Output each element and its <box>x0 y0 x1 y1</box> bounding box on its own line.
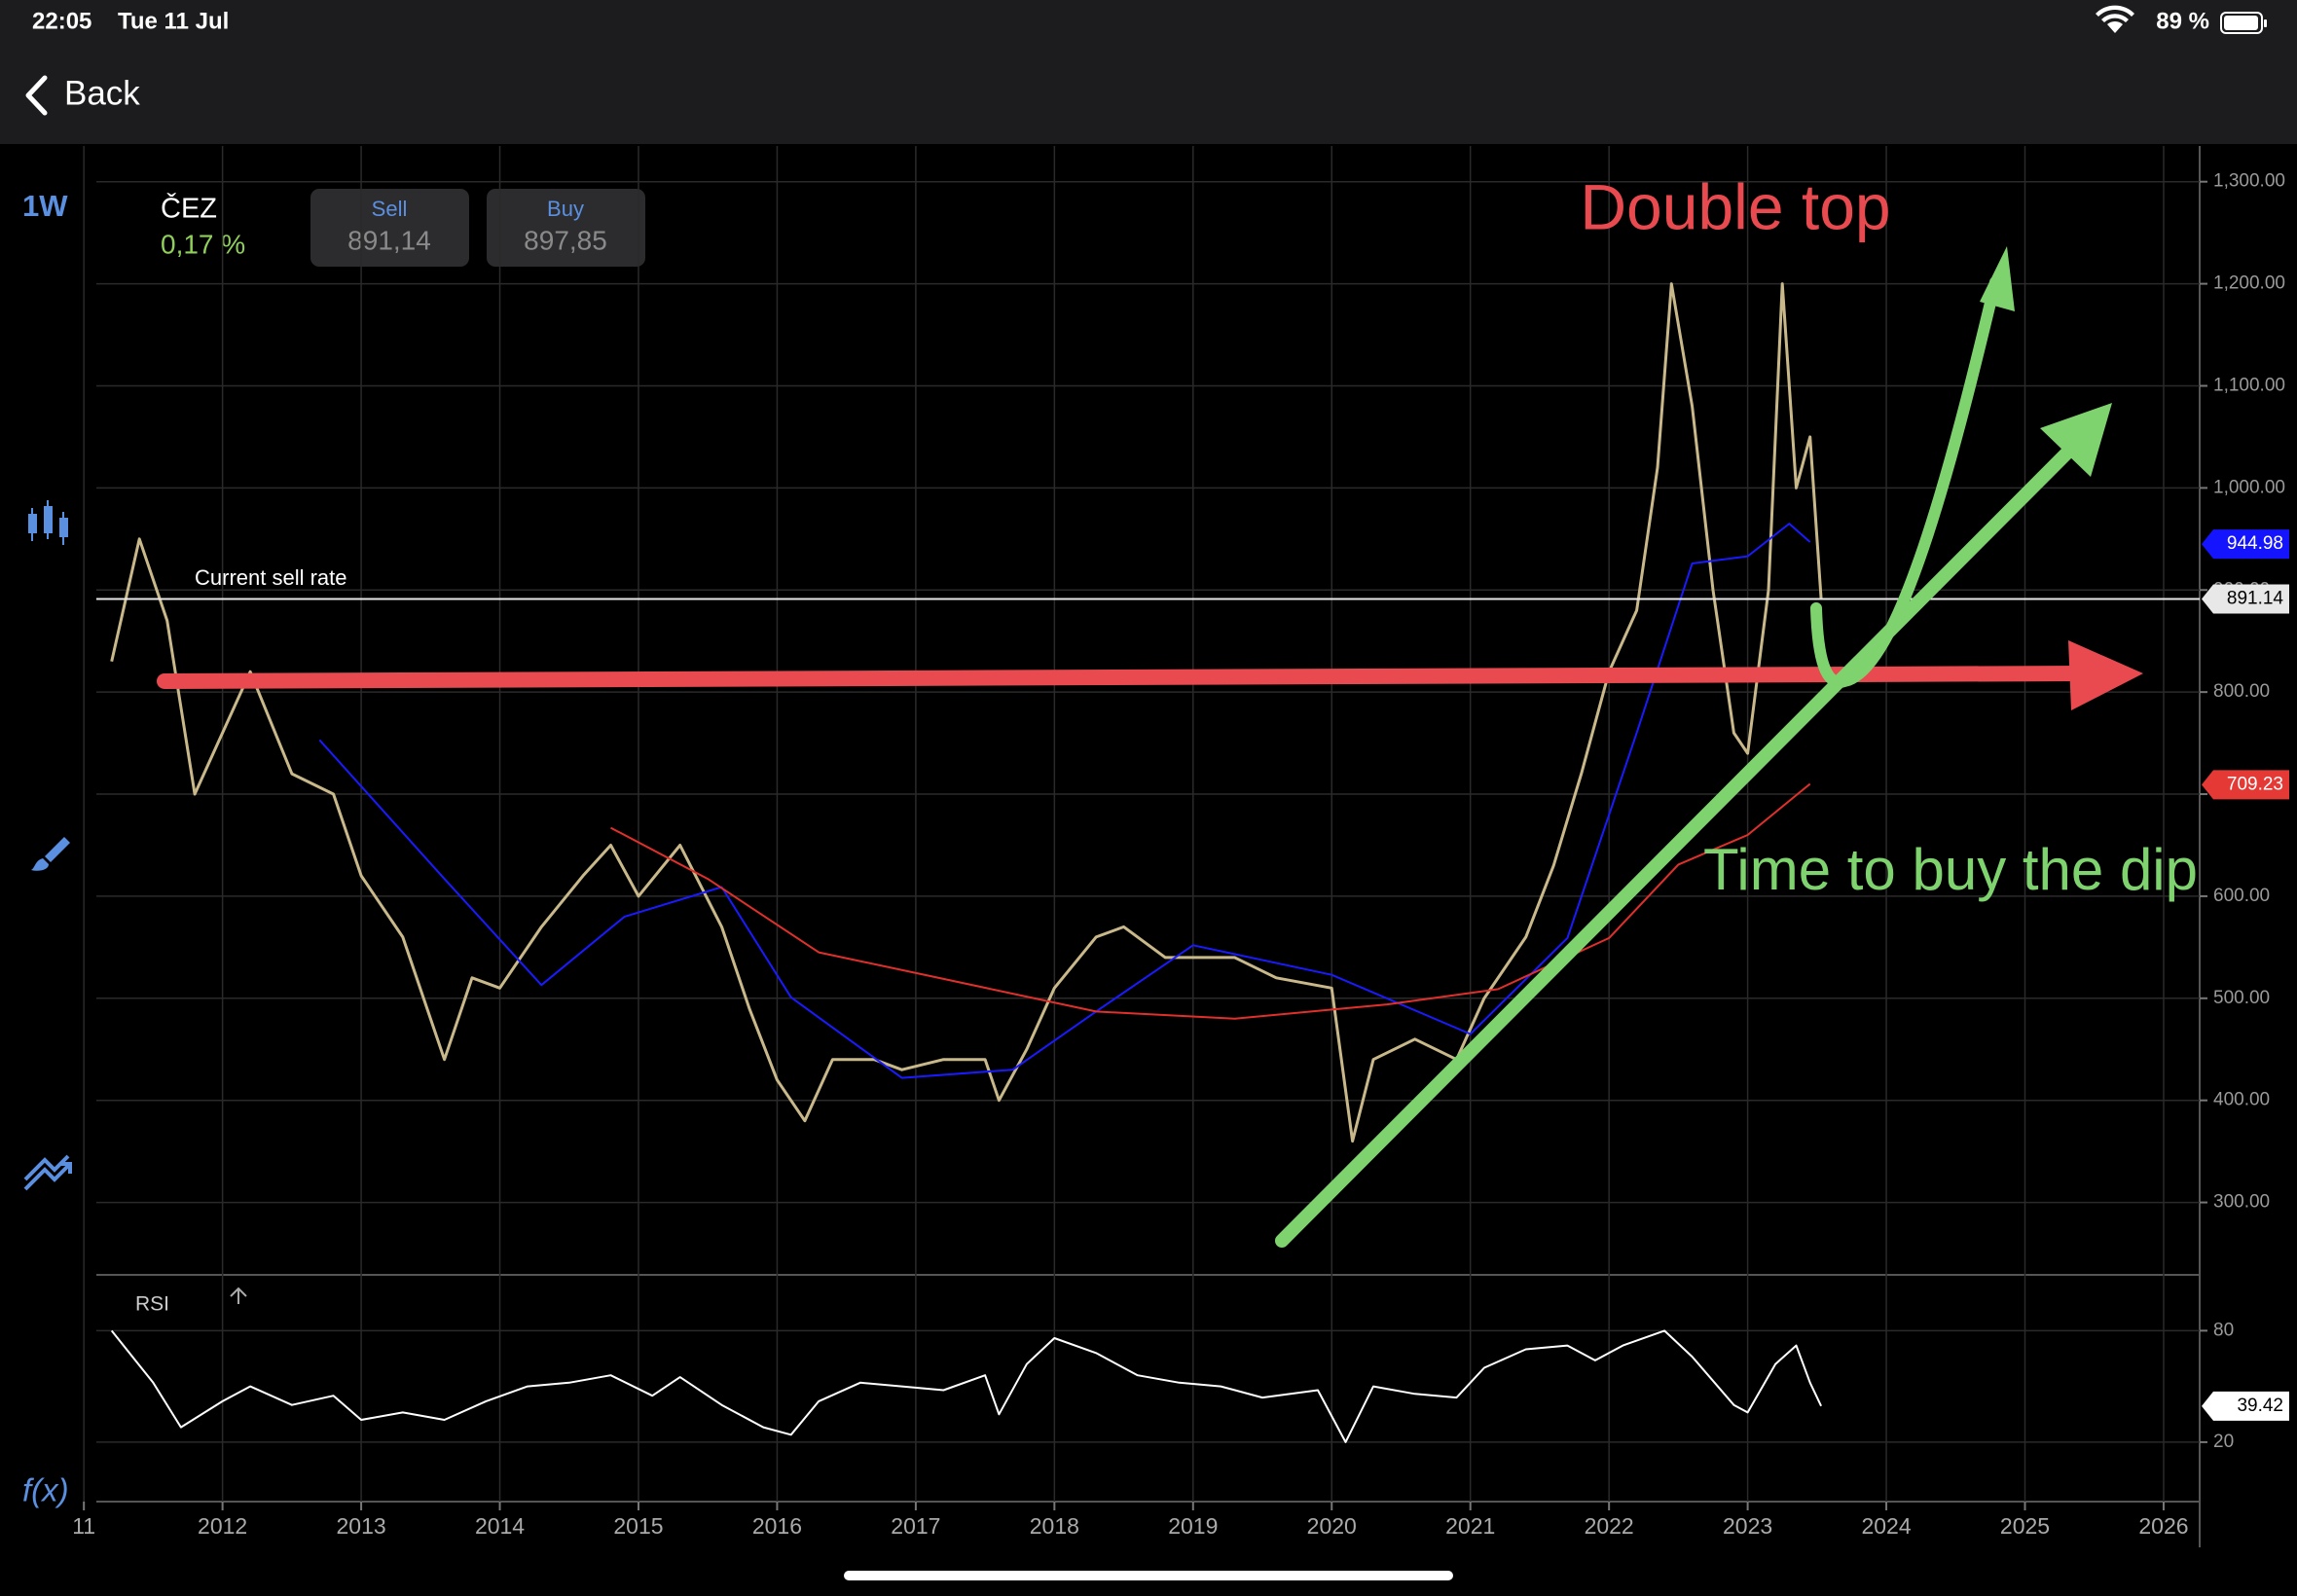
support-arrow <box>157 666 2091 689</box>
series-line <box>610 782 1811 1020</box>
buy-label[interactable]: Buy <box>547 197 584 221</box>
price-tag-label: 709.23 <box>2227 774 2283 794</box>
price-tag <box>2202 770 2289 800</box>
x-tick-label: 2017 <box>891 1513 940 1539</box>
x-tick-label: 2021 <box>1445 1513 1495 1539</box>
back-label[interactable]: Back <box>64 74 140 112</box>
buy-button[interactable]: Buy 897,85 <box>487 189 645 267</box>
y-tick-label: 500.00 <box>2213 988 2270 1008</box>
support-arrowhead <box>2068 640 2143 710</box>
x-tick-label: 2019 <box>1168 1513 1218 1539</box>
current-rate-label: Current sell rate <box>195 565 347 590</box>
y-tick-label: 600.00 <box>2213 886 2270 906</box>
functions-button[interactable]: f(x) <box>22 1472 69 1508</box>
x-tick-label: 2015 <box>613 1513 663 1539</box>
status-date: Tue 11 Jul <box>118 8 229 34</box>
sell-label[interactable]: Sell <box>372 197 408 221</box>
y-tick-label: 1,300.00 <box>2213 171 2285 192</box>
annotation-arrows <box>157 246 2143 1248</box>
x-tick-label: 2026 <box>2138 1513 2188 1539</box>
buy-price[interactable]: 897,85 <box>524 225 607 255</box>
x-tick-label: 2016 <box>752 1513 802 1539</box>
price-tag <box>2202 584 2289 614</box>
x-tick-label: 2025 <box>2000 1513 2050 1539</box>
rsi-expand-icon[interactable] <box>230 1287 247 1304</box>
drawing-tool-icon[interactable] <box>31 837 70 871</box>
x-tick-label: 2022 <box>1585 1513 1634 1539</box>
bounce-arrowhead <box>1980 246 2015 311</box>
price-tag-label: 891.14 <box>2227 589 2284 609</box>
price-tag-label: 944.98 <box>2227 533 2283 554</box>
price-tag <box>2202 529 2289 560</box>
status-time: 22:05 <box>32 8 91 34</box>
back-button[interactable]: Back <box>25 74 140 116</box>
y-tick-label: 400.00 <box>2213 1090 2270 1110</box>
x-tick-label: 2023 <box>1723 1513 1772 1539</box>
rsi-title: RSI <box>135 1293 169 1316</box>
y-tick-label: 20 <box>2213 1432 2234 1452</box>
bounce-arrow <box>1810 276 2001 688</box>
x-tick-label: 2014 <box>475 1513 525 1539</box>
indicators-icon[interactable] <box>23 1154 72 1191</box>
x-tick-label: 2020 <box>1307 1513 1357 1539</box>
price-tag <box>2202 1391 2289 1421</box>
trend-arrowhead <box>2040 403 2112 477</box>
x-tick-label: 2018 <box>1030 1513 1079 1539</box>
top-bar <box>0 0 2297 144</box>
instrument-change: 0,17 % <box>161 229 245 259</box>
y-tick-label: 80 <box>2213 1320 2234 1340</box>
y-tick-label: 1,200.00 <box>2213 273 2285 294</box>
x-tick-label: 11 <box>72 1513 95 1539</box>
y-tick-label: 800.00 <box>2213 681 2270 702</box>
y-tick-label: 1,000.00 <box>2213 477 2285 497</box>
double-top-note: Double top <box>1580 170 1890 242</box>
sell-price[interactable]: 891,14 <box>347 225 431 255</box>
series-line <box>110 1329 1823 1443</box>
series-line <box>318 523 1811 1079</box>
instrument-name: ČEZ <box>161 192 217 225</box>
price-tag-label: 39.42 <box>2237 1396 2283 1416</box>
y-tick-label: 1,100.00 <box>2213 375 2285 395</box>
buy-dip-note: Time to buy the dip <box>1703 837 2198 902</box>
home-indicator <box>844 1571 1453 1580</box>
wifi-icon <box>2096 5 2134 33</box>
status-battery: 89 % <box>2156 8 2209 34</box>
x-tick-label: 2024 <box>1861 1513 1911 1539</box>
sell-button[interactable]: Sell 891,14 <box>310 189 469 267</box>
chart-type-icon[interactable] <box>28 500 68 545</box>
series-line <box>110 282 1823 1143</box>
x-tick-label: 2012 <box>198 1513 247 1539</box>
plot-area: 11 2012 2013 2014 2015 2016 2017 2018 2019 2020 20… <box>72 146 2289 1547</box>
battery-icon <box>2220 12 2267 34</box>
trend-arrow <box>1275 430 2090 1248</box>
interval-button[interactable]: 1W <box>22 189 68 223</box>
x-tick-label: 2013 <box>336 1513 385 1539</box>
y-tick-label: 300.00 <box>2213 1192 2270 1213</box>
